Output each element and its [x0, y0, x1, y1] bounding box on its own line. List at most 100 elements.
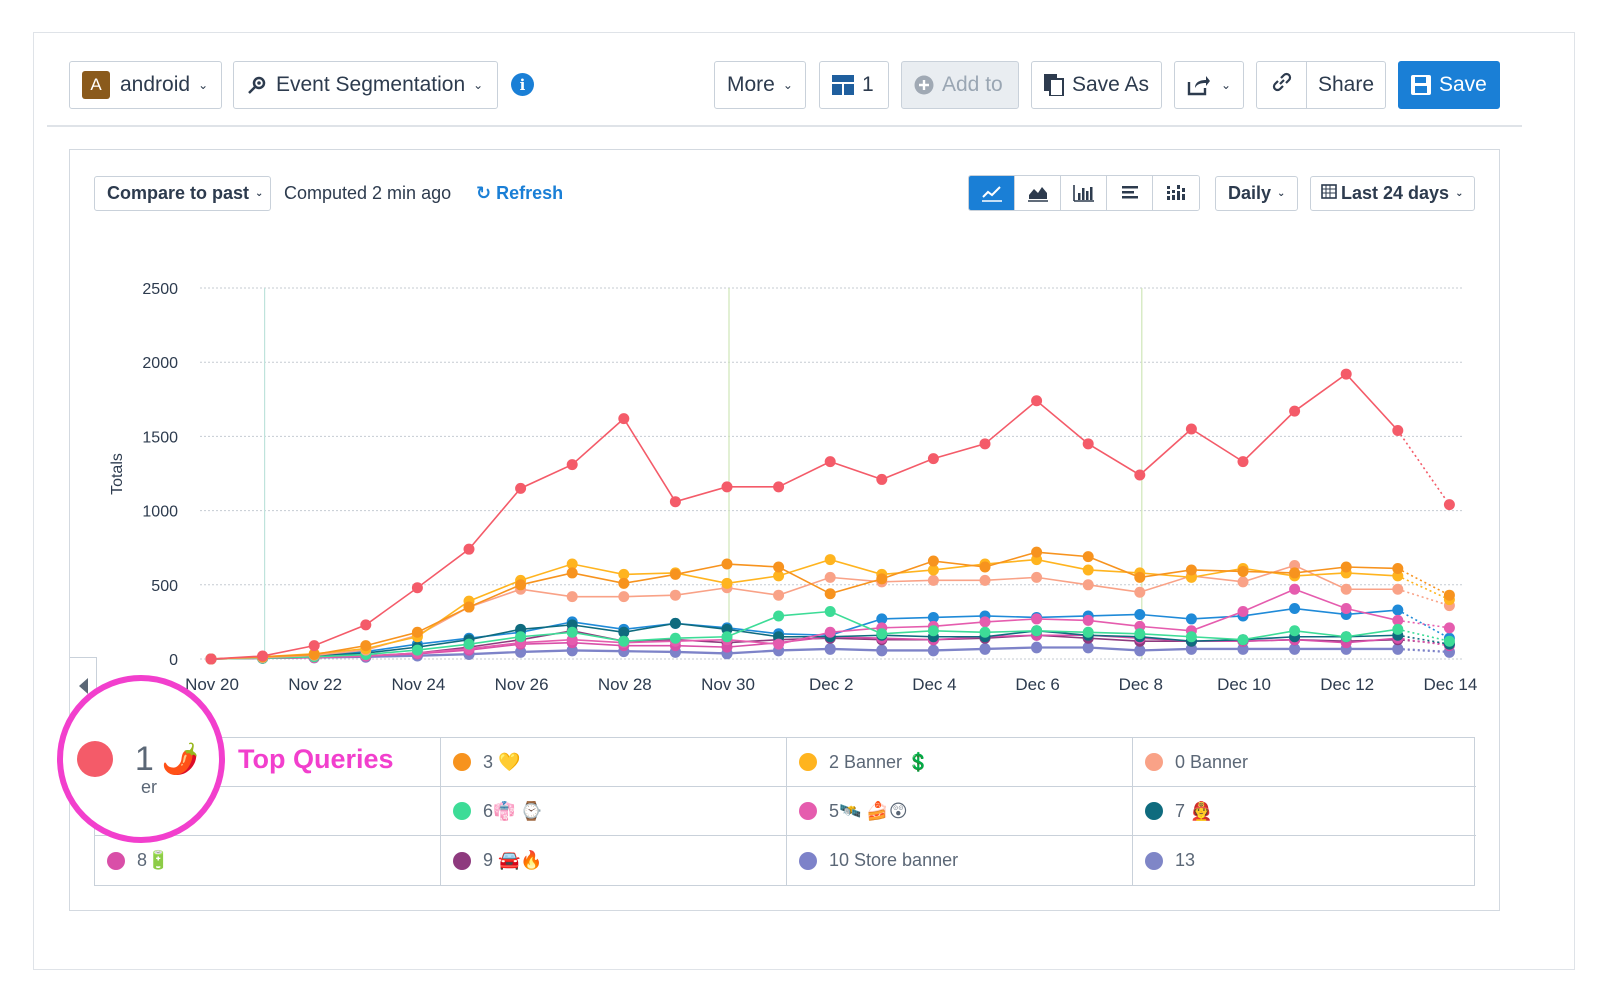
interval-selector[interactable]: Daily ⌄ — [1215, 176, 1298, 211]
data-point — [927, 453, 939, 465]
data-point — [1134, 644, 1146, 656]
x-tick-label: Dec 4 — [912, 675, 956, 694]
series-incomplete-segment — [1397, 634, 1450, 645]
data-point — [876, 613, 888, 625]
data-point — [1392, 583, 1404, 595]
dashboards-button[interactable]: 1 — [819, 61, 889, 109]
data-point — [824, 571, 836, 583]
bar-chart-icon — [1072, 185, 1094, 202]
data-point — [876, 573, 888, 585]
data-point — [824, 456, 836, 468]
y-axis-label: Totals — [109, 453, 126, 495]
data-point — [463, 638, 475, 650]
data-point — [1289, 643, 1301, 655]
legend-item[interactable]: 0 Banner — [1133, 738, 1476, 787]
data-point — [1237, 606, 1249, 618]
data-point — [669, 496, 681, 508]
data-point — [1289, 405, 1301, 417]
legend-item[interactable]: 2 Banner 💲 — [787, 738, 1133, 787]
data-point — [721, 481, 733, 493]
date-range-selector[interactable]: Last 24 days ⌄ — [1310, 176, 1475, 211]
data-point — [876, 473, 888, 485]
data-point — [669, 632, 681, 644]
legend-label: 9 🚘🔥 — [483, 850, 543, 870]
legend-item[interactable]: 3 💛 — [441, 738, 787, 787]
app-selector[interactable]: A android ⌄ — [69, 61, 222, 109]
legend-label: 7 🧑‍🚒 — [1175, 800, 1213, 821]
legend-item[interactable]: 8🔋 — [95, 836, 441, 885]
link-icon — [1271, 71, 1293, 99]
horizontal-bar-option[interactable] — [1107, 176, 1153, 210]
save-label: Save — [1439, 73, 1487, 96]
save-as-label: Save As — [1072, 73, 1150, 96]
chevron-down-icon: ⌄ — [198, 78, 209, 92]
line-chart-icon — [981, 186, 1002, 202]
export-button[interactable]: ⌄ — [1174, 61, 1244, 109]
data-point — [1443, 622, 1455, 634]
legend-label: 10 Store banner — [829, 850, 959, 870]
data-point — [1185, 564, 1197, 576]
series-incomplete-segment — [1397, 619, 1450, 629]
data-point — [1340, 368, 1352, 380]
area-chart-option[interactable] — [1015, 176, 1061, 210]
x-tick-label: Dec 14 — [1423, 675, 1477, 694]
save-button[interactable]: Save — [1398, 61, 1500, 109]
data-point — [773, 610, 785, 622]
legend-item[interactable]: 7 🧑‍🚒 — [1133, 787, 1476, 836]
info-icon[interactable]: i — [511, 73, 534, 96]
data-point — [566, 626, 578, 638]
share-label: Share — [1317, 73, 1375, 96]
add-to-button[interactable]: Add to — [901, 61, 1019, 109]
data-point — [927, 611, 939, 623]
data-point — [721, 631, 733, 643]
data-point — [1031, 395, 1043, 407]
refresh-link[interactable]: ↻ Refresh — [476, 183, 563, 204]
data-point — [1289, 583, 1301, 595]
legend-item[interactable]: 9 🚘🔥 — [441, 836, 787, 885]
data-point — [669, 568, 681, 580]
bar-chart-option[interactable] — [1061, 176, 1107, 210]
data-point — [618, 568, 630, 580]
data-point — [566, 567, 578, 579]
legend-item[interactable] — [95, 787, 441, 836]
legend-item[interactable]: 13 — [1133, 836, 1476, 885]
computed-status: Computed 2 min ago — [284, 183, 452, 203]
more-button[interactable]: More ⌄ — [714, 61, 806, 109]
data-point — [1134, 608, 1146, 620]
chart-panel — [69, 149, 1500, 911]
callout-number: 1 — [134, 739, 154, 778]
data-point — [1134, 469, 1146, 481]
save-as-button[interactable]: Save As — [1031, 61, 1162, 109]
share-button[interactable]: Share — [1306, 61, 1386, 109]
series-line — [210, 646, 1398, 660]
data-point — [927, 555, 939, 567]
data-point — [515, 482, 527, 494]
data-point — [1340, 561, 1352, 573]
chart-type-selector[interactable]: Event Segmentation ⌄ — [233, 61, 498, 109]
floppy-icon — [1411, 75, 1431, 95]
legend-label: 13 — [1175, 850, 1196, 870]
copy-link-button[interactable] — [1256, 61, 1307, 109]
area-chart-icon — [1027, 187, 1048, 202]
compare-to-past-button[interactable]: Compare to past ⌄ — [94, 176, 271, 211]
date-range-label: Last 24 days — [1341, 183, 1450, 203]
data-point — [1392, 643, 1404, 655]
data-point — [773, 638, 785, 650]
stacked-bar-option[interactable] — [1153, 176, 1199, 210]
legend-item[interactable]: 6👘 ⌚ — [441, 787, 787, 836]
x-tick-label: Dec 10 — [1217, 675, 1271, 694]
data-point — [721, 577, 733, 589]
data-point — [463, 543, 475, 555]
data-point — [566, 459, 578, 471]
legend-color-dot — [799, 851, 817, 870]
data-point — [1082, 564, 1094, 576]
data-point — [1082, 626, 1094, 638]
legend-table: 3 💛 2 Banner 💲 0 Banner 6👘 ⌚ 5🛰️ 🍰😲 7 🧑‍🚒 8🔋 9 … — [94, 737, 1476, 886]
legend-item[interactable]: 10 Store banner — [787, 836, 1133, 885]
data-point — [1237, 456, 1249, 468]
data-point — [1392, 562, 1404, 574]
legend-item[interactable]: 5🛰️ 🍰😲 — [787, 787, 1133, 836]
line-chart-option[interactable] — [969, 176, 1015, 210]
legend-label: 0 Banner — [1175, 751, 1249, 772]
data-point — [618, 626, 630, 638]
